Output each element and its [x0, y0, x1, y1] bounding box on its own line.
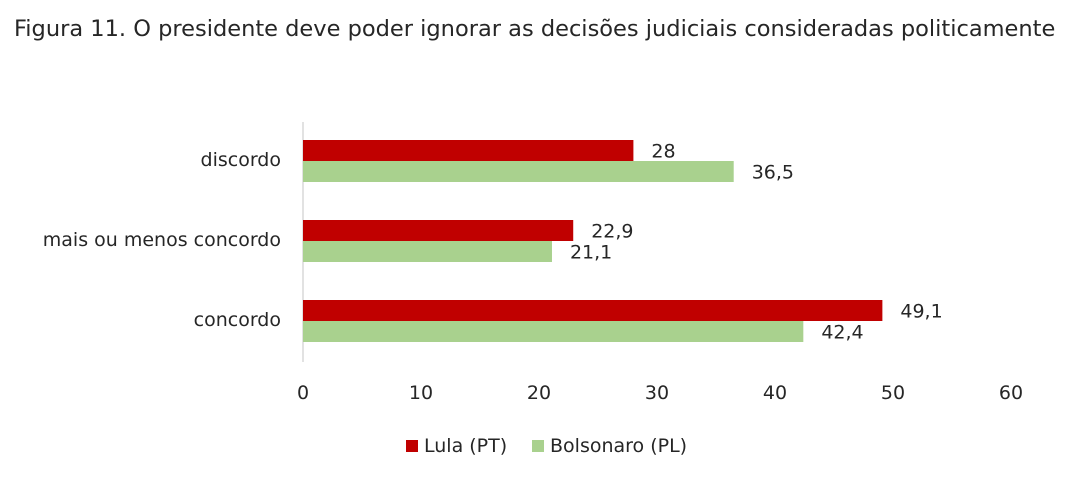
chart-title: Figura 11. O presidente deve poder ignor… [14, 16, 1056, 42]
x-tick-label: 10 [409, 382, 433, 404]
data-label: 22,9 [591, 221, 633, 243]
bars [303, 140, 883, 342]
data-label: 36,5 [752, 162, 794, 184]
bar-bolsonaro [303, 241, 552, 262]
category-label: discordo [201, 149, 281, 171]
x-tick-label: 20 [527, 382, 551, 404]
data-label: 42,4 [821, 322, 863, 344]
legend-swatch [532, 440, 544, 452]
x-tick-label: 0 [297, 382, 309, 404]
legend: Lula (PT) Bolsonaro (PL) [406, 435, 687, 457]
x-tick-label: 40 [763, 382, 787, 404]
legend-label: Lula (PT) [424, 435, 507, 457]
legend-swatch [406, 440, 418, 452]
bar-bolsonaro [303, 161, 734, 182]
data-labels: 28 36,5 22,921,1 49,1 42,4 [570, 141, 943, 344]
bar-lula [303, 300, 883, 321]
x-tick-labels: 0 10 20 30 40 50 60 [297, 382, 1023, 404]
category-label: concordo [194, 309, 281, 331]
bar-lula [303, 140, 634, 161]
x-tick-label: 50 [881, 382, 905, 404]
legend-label: Bolsonaro (PL) [550, 435, 687, 457]
x-tick-label: 30 [645, 382, 669, 404]
data-label: 49,1 [900, 301, 942, 323]
bar-bolsonaro [303, 321, 804, 342]
category-labels: discordo mais ou menos concordo concordo [43, 149, 281, 331]
x-tick-label: 60 [999, 382, 1023, 404]
data-label: 21,1 [570, 242, 612, 264]
data-label: 28 [651, 141, 675, 163]
category-label: mais ou menos concordo [43, 229, 281, 251]
bar-lula [303, 220, 574, 241]
